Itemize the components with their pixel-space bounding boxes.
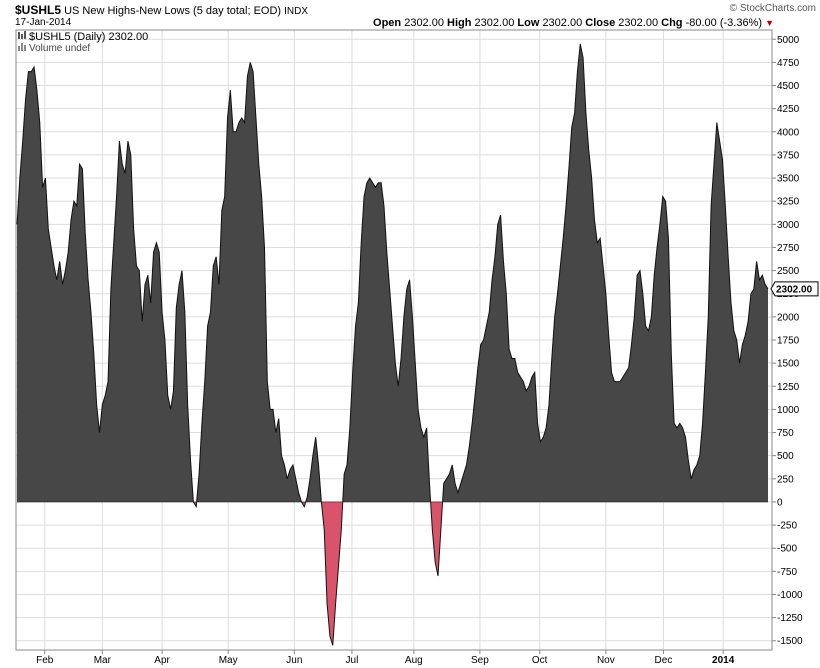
ohlc-readout: Open 2302.00 High 2302.00 Low 2302.00 Cl… (373, 17, 774, 29)
y-tick-label: -1000 (777, 590, 803, 601)
date-label: 17-Jan-2014 (15, 17, 72, 28)
x-tick-label: Jul (346, 655, 359, 666)
y-tick-label: 3000 (777, 220, 800, 231)
y-tick-label: 3500 (777, 174, 800, 185)
y-tick-label: 3250 (777, 197, 800, 208)
high-label: High (447, 17, 472, 29)
positive-area (17, 43, 768, 502)
volume-legend: Volume undef (18, 43, 90, 54)
series-line (16, 43, 769, 646)
y-tick-label: 4250 (777, 104, 800, 115)
series-legend: $USHL5 (Daily) 2302.00 (18, 31, 148, 43)
y-tick-label: -1500 (777, 636, 803, 647)
y-tick-label: 1750 (777, 336, 800, 347)
y-tick-label: -1250 (777, 613, 803, 624)
y-tick-label: 1500 (777, 359, 800, 370)
y-tick-label: 4500 (777, 81, 800, 92)
down-arrow-icon: ▼ (765, 18, 774, 28)
x-tick-label: Dec (655, 655, 673, 666)
x-tick-label: 2014 (712, 655, 735, 666)
last-value-label: 2302.00 (776, 284, 813, 295)
y-tick-label: 2000 (777, 312, 800, 323)
y-tick-label: -750 (777, 567, 797, 578)
x-tick-label: May (219, 655, 238, 666)
y-tick-label: 500 (777, 451, 794, 462)
y-tick-label: -250 (777, 521, 797, 532)
y-tick-label: 4000 (777, 127, 800, 138)
y-tick-label: 5000 (777, 35, 800, 46)
y-tick-label: 250 (777, 474, 794, 485)
close-label: Close (585, 17, 616, 29)
last-value-box (770, 281, 819, 297)
series-legend-label: $USHL5 (Daily) 2302.00 (29, 31, 148, 43)
low-value: 2302.00 (542, 17, 583, 29)
y-tick-label: -500 (777, 544, 797, 555)
x-tick-label: Nov (597, 655, 615, 666)
symbol-label: $USHL5 (15, 3, 62, 17)
description-label: US New Highs-New Lows (5 day total; EOD) (64, 5, 282, 17)
x-tick-label: Apr (154, 655, 170, 666)
chart-title: $USHL5 US New Highs-New Lows (5 day tota… (15, 3, 308, 17)
chg-label: Chg (661, 17, 683, 29)
exchange-label: INDX (284, 6, 309, 17)
volume-legend-label: Volume undef (29, 43, 90, 54)
x-tick-label: Jun (286, 655, 302, 666)
x-tick-label: Oct (532, 655, 548, 666)
plot-frame (15, 29, 773, 651)
y-tick-label: 2750 (777, 243, 800, 254)
y-tick-label: 2500 (777, 266, 800, 277)
x-tick-label: Aug (405, 655, 423, 666)
area-layer (16, 43, 769, 646)
y-tick-label: 3750 (777, 150, 800, 161)
open-label: Open (373, 17, 402, 29)
y-tick-label: 4750 (777, 58, 800, 69)
y-tick-label: 0 (777, 497, 783, 508)
y-tick-label: 750 (777, 428, 794, 439)
low-label: Low (517, 17, 540, 29)
close-value: 2302.00 (618, 17, 659, 29)
y-tick-label: 1000 (777, 405, 800, 416)
y-tick-label: 1250 (777, 382, 800, 393)
x-tick-label: Sep (471, 655, 489, 666)
x-tick-label: Mar (94, 655, 112, 666)
copyright-label: © StockCharts.com (729, 3, 816, 14)
open-value: 2302.00 (404, 17, 444, 29)
chg-value: -80.00 (-3.36%) (685, 17, 763, 29)
high-value: 2302.00 (474, 17, 515, 29)
last-value-marker: 2302.00 (770, 281, 819, 297)
x-tick-label: Feb (36, 655, 54, 666)
